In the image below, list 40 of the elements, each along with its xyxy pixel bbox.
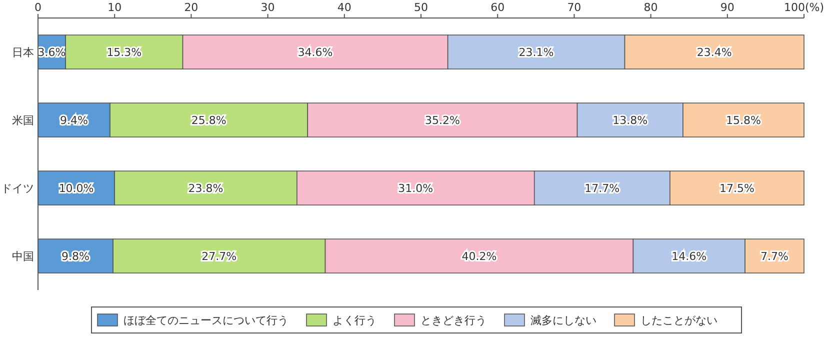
data-label: 13.8% <box>612 114 648 127</box>
x-tick-label: 60 <box>490 1 505 14</box>
legend-label: ほぼ全てのニュースについて行う <box>124 314 288 327</box>
data-label: 15.3% <box>106 46 142 59</box>
x-tick-label: 30 <box>260 1 275 14</box>
x-tick-label: 20 <box>184 1 198 14</box>
data-label: 27.7% <box>202 250 237 263</box>
data-label: 10.0% <box>58 182 94 195</box>
data-label: 9.4% <box>60 114 88 127</box>
legend-label: したことがない <box>640 314 718 327</box>
data-label: 34.6% <box>298 46 333 59</box>
y-tick-label: ドイツ <box>1 182 34 195</box>
data-label: 35.2% <box>424 114 460 127</box>
y-tick-label: 中国 <box>12 250 34 263</box>
x-tick-label: 100(%) <box>784 1 824 14</box>
data-label: 23.4% <box>696 46 732 59</box>
y-tick-label: 米国 <box>12 114 34 127</box>
data-label: 25.8% <box>191 114 226 127</box>
x-tick-label: 70 <box>567 1 582 14</box>
x-tick-label: 0 <box>34 1 42 14</box>
data-label: 3.6% <box>38 46 66 59</box>
data-label: 23.1% <box>518 46 554 59</box>
x-tick-label: 10 <box>108 1 122 14</box>
legend-label: よく行う <box>332 314 376 327</box>
data-label: 17.7% <box>584 182 620 195</box>
data-label: 7.7% <box>760 250 788 263</box>
legend-label: 滅多にしない <box>530 314 596 327</box>
data-label: 14.6% <box>672 250 707 263</box>
data-label: 15.8% <box>726 114 761 127</box>
y-tick-label: 日本 <box>12 46 34 59</box>
x-tick-label: 80 <box>644 1 658 14</box>
data-label: 31.0% <box>398 182 434 195</box>
data-label: 9.8% <box>62 250 90 263</box>
legend-label: ときどき行う <box>420 314 486 327</box>
x-tick-label: 40 <box>337 1 352 14</box>
data-label: 17.5% <box>720 182 754 195</box>
data-label: 40.2% <box>462 250 497 263</box>
x-tick-label: 90 <box>720 1 734 14</box>
data-label: 23.8% <box>188 182 224 195</box>
x-tick-label: 50 <box>414 1 428 14</box>
